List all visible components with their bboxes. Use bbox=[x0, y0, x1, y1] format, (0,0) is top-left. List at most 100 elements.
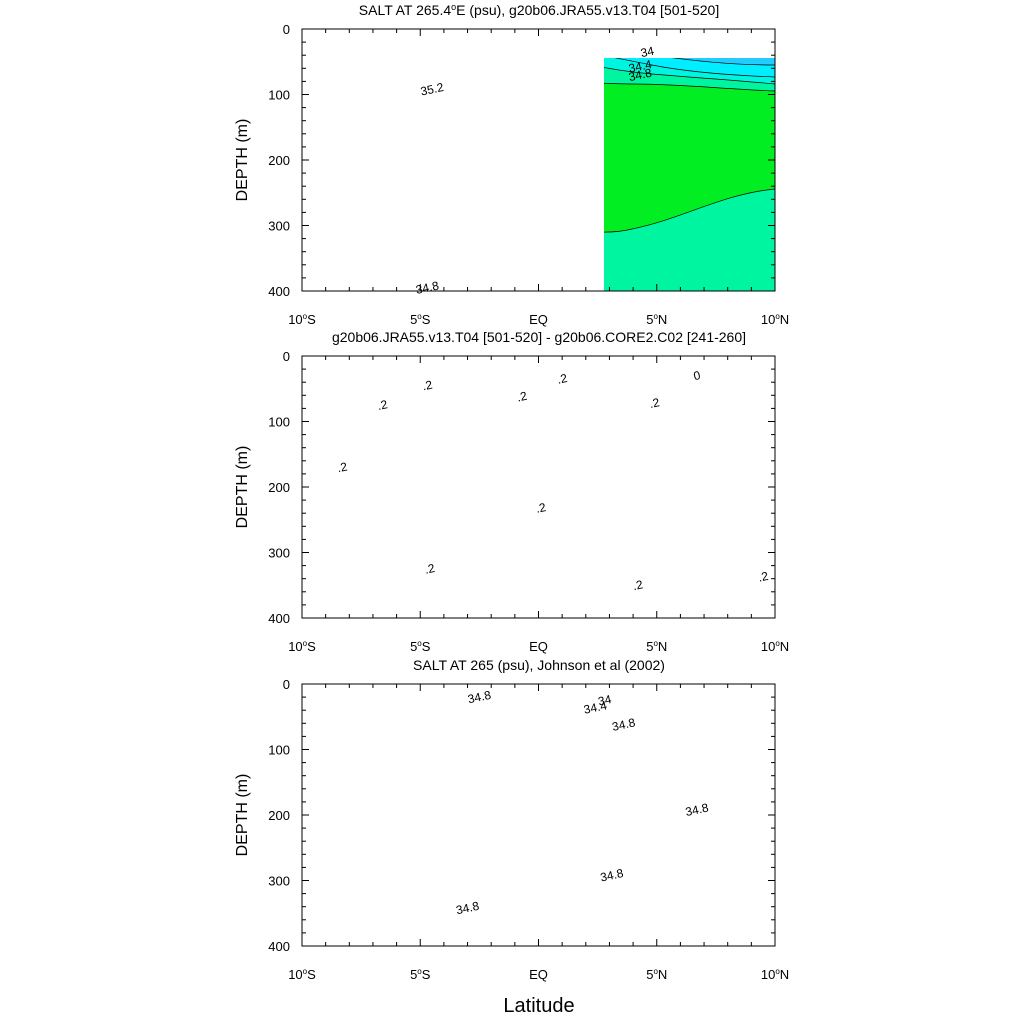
y-tick-label: 300 bbox=[268, 874, 290, 889]
y-tick-label: 400 bbox=[268, 939, 290, 954]
contour-label: .2 bbox=[556, 371, 569, 387]
contour-line bbox=[542, 689, 728, 708]
x-tick-label: 5oN bbox=[646, 639, 667, 654]
y-tick-label: 200 bbox=[268, 153, 290, 168]
contour-line bbox=[604, 82, 776, 92]
contour-label: 35.2 bbox=[419, 80, 445, 99]
x-tick-label: 5oS bbox=[410, 967, 431, 982]
x-tick-label: 5oN bbox=[646, 967, 667, 982]
contour-lines bbox=[302, 58, 776, 233]
x-tick-label: 10oS bbox=[288, 639, 316, 654]
y-tick-label: 0 bbox=[283, 22, 290, 37]
contour-band bbox=[620, 689, 702, 696]
panel-title: SALT AT 265.4oE (psu), g20b06.JRA55.v13.… bbox=[359, 2, 719, 18]
contour-label: 34.4 bbox=[582, 698, 608, 717]
y-axis-title: DEPTH (m) bbox=[234, 446, 251, 529]
contour-label: 34.8 bbox=[611, 715, 637, 734]
contour-band bbox=[350, 693, 547, 764]
contour-line bbox=[604, 67, 776, 85]
contour-label: .2 bbox=[421, 378, 434, 394]
y-tick-label: 300 bbox=[268, 546, 290, 561]
contour-line bbox=[614, 58, 776, 78]
contour-label: 34.8 bbox=[627, 66, 653, 85]
contour-band bbox=[350, 764, 682, 911]
contour-band bbox=[372, 356, 462, 374]
contour-line bbox=[674, 484, 720, 544]
y-tick-label: 200 bbox=[268, 480, 290, 495]
contour-label: 34 bbox=[597, 692, 613, 709]
contour-line bbox=[372, 356, 462, 374]
contour-band bbox=[674, 58, 775, 65]
y-tick-label: 400 bbox=[268, 611, 290, 626]
contour-band bbox=[542, 689, 728, 708]
y-tick-label: 0 bbox=[283, 677, 290, 692]
contour-band bbox=[354, 706, 396, 735]
x-tick-label: EQ bbox=[529, 312, 548, 327]
contour-label: .2 bbox=[376, 397, 389, 413]
contour-label: 34.8 bbox=[684, 800, 710, 819]
contour-line bbox=[302, 506, 775, 607]
contour-label: 34 bbox=[639, 44, 655, 61]
contour-line bbox=[682, 382, 775, 406]
contour-line bbox=[490, 65, 546, 89]
contour-label: 34.8 bbox=[466, 688, 492, 707]
x-tick-label: 5oS bbox=[410, 312, 431, 327]
x-tick-label: EQ bbox=[529, 967, 548, 982]
contour-label: .2 bbox=[757, 569, 770, 585]
contour-band bbox=[517, 356, 567, 367]
contour-label: .2 bbox=[516, 389, 529, 405]
contour-label: 34.8 bbox=[414, 278, 440, 297]
contour-label: .2 bbox=[648, 395, 661, 411]
contour-band bbox=[302, 29, 323, 86]
contour-lines bbox=[350, 689, 728, 910]
y-axis-title: DEPTH (m) bbox=[234, 774, 251, 857]
x-tick-label: 5oS bbox=[410, 639, 431, 654]
contour-line bbox=[604, 188, 776, 233]
contour-line bbox=[517, 356, 567, 367]
x-tick-label: 10oS bbox=[288, 967, 316, 982]
y-tick-label: 400 bbox=[268, 284, 290, 299]
contour-label: 34.8 bbox=[599, 866, 625, 885]
contour-band bbox=[604, 189, 775, 291]
contour-band bbox=[302, 356, 775, 618]
contour-line bbox=[302, 360, 775, 388]
contour-label: 34.8 bbox=[455, 899, 481, 918]
contour-band bbox=[674, 484, 720, 544]
contour-line bbox=[732, 374, 775, 396]
plot-frame bbox=[301, 355, 776, 619]
x-axis-title: Latitude bbox=[503, 995, 574, 1017]
y-tick-label: 100 bbox=[268, 88, 290, 103]
panel-salinity-difference: .2 .2 .2 .2 .2 0 .2 .2 .2 .2 .2 10oS 5oS EQ 5oN 10oN 0 10… bbox=[234, 329, 789, 654]
contour-label: .2 bbox=[631, 577, 644, 593]
contour-line bbox=[350, 693, 547, 764]
contour-band bbox=[350, 689, 728, 758]
contour-line bbox=[302, 81, 412, 117]
contour-fills bbox=[302, 356, 775, 618]
contour-line bbox=[354, 706, 396, 735]
x-tick-label: 5oN bbox=[646, 312, 667, 327]
contour-line bbox=[350, 776, 682, 910]
panel-title: SALT AT 265 (psu), Johnson et al (2002) bbox=[413, 657, 665, 673]
x-tick-label: 10oS bbox=[288, 312, 316, 327]
contour-band bbox=[702, 29, 775, 43]
contour-lines bbox=[302, 356, 775, 607]
y-tick-label: 300 bbox=[268, 219, 290, 234]
x-tick-label: 10oN bbox=[761, 312, 789, 327]
y-tick-label: 0 bbox=[283, 349, 290, 364]
contour-label: 0 bbox=[692, 368, 702, 383]
contour-band bbox=[627, 360, 775, 416]
x-tick-label: 10oN bbox=[761, 639, 789, 654]
contour-label: .2 bbox=[336, 459, 349, 475]
y-tick-label: 100 bbox=[268, 743, 290, 758]
x-tick-label: 10oN bbox=[761, 967, 789, 982]
contour-line bbox=[302, 396, 775, 484]
y-tick-label: 100 bbox=[268, 415, 290, 430]
y-axis-title: DEPTH (m) bbox=[234, 119, 251, 202]
contour-label: 34.4 bbox=[627, 57, 653, 76]
contour-label: .2 bbox=[423, 561, 436, 577]
contour-line bbox=[302, 81, 374, 107]
